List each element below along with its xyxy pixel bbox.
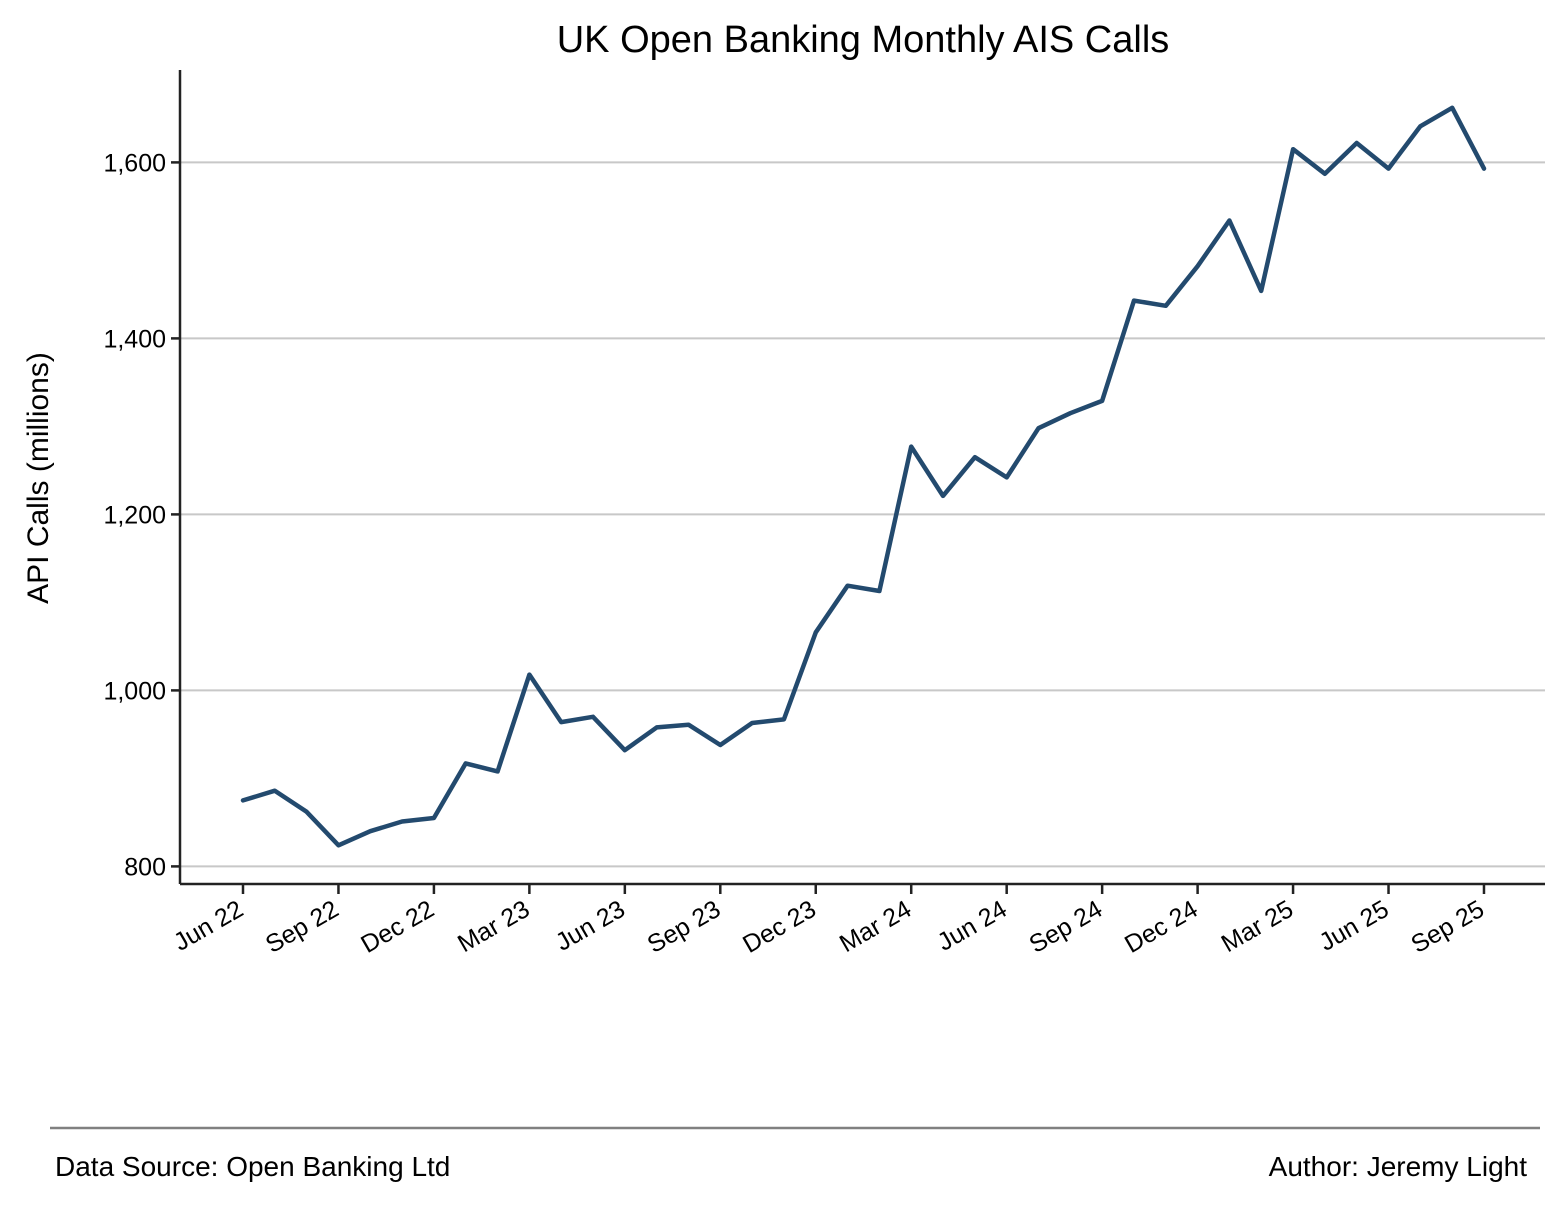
y-tick-label: 1,200 [103,501,166,529]
y-tick-label: 1,400 [103,325,166,353]
y-tick-label: 1,000 [103,677,166,705]
series-group [240,105,1487,848]
axes [178,70,1545,886]
x-tick-label: Dec 24 [1120,895,1203,959]
x-tick-label: Sep 24 [1025,895,1108,959]
x-tick-label: Dec 22 [356,895,439,959]
y-tick-label: 800 [124,853,166,881]
gridlines [180,161,1545,868]
y-axis-ticks: 800 1,000 1,200 1,400 1,600 [103,149,180,881]
x-tick-label: Mar 25 [1217,895,1298,958]
x-axis-ticks: Jun 22 Sep 22 Dec 22 Mar 23 Jun 23 Sep 23 Dec … [169,884,1489,959]
x-tick-label: Mar 23 [453,895,534,958]
y-axis-label: API Calls (millions) [22,352,55,604]
x-tick-label: Sep 23 [643,895,726,959]
x-tick-label: Jun 22 [169,895,248,957]
x-tick-label: Sep 25 [1406,895,1489,959]
chart-title: UK Open Banking Monthly AIS Calls [557,19,1170,61]
data-source-text: Data Source: Open Banking Ltd [55,1151,450,1182]
series-line [240,105,1487,848]
x-tick-label: Sep 22 [261,895,344,959]
x-tick-label: Mar 24 [835,895,916,958]
x-tick-label: Jun 24 [933,895,1012,957]
x-tick-label: Jun 23 [551,895,630,957]
x-tick-label: Jun 25 [1315,895,1394,957]
author-text: Author: Jeremy Light [1269,1151,1528,1182]
x-tick-label: Dec 23 [738,895,821,959]
y-tick-label: 1,600 [103,149,166,177]
